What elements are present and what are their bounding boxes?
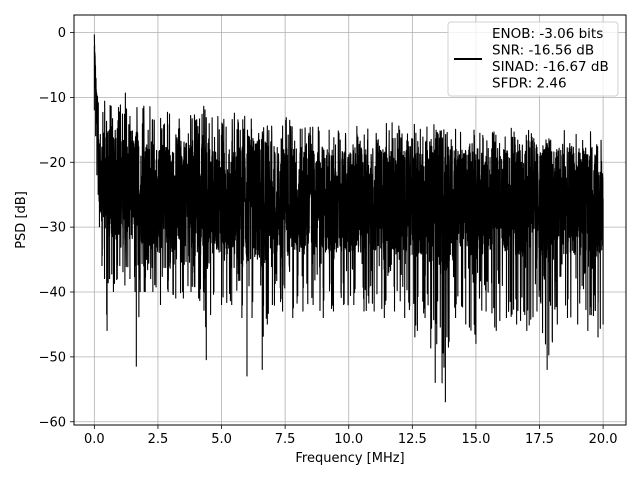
legend-box <box>447 21 619 97</box>
x-axis-ticks: 0.0 2.5 5.0 7.5 10.0 12.5 15.0 17.5 20.0 <box>84 425 618 447</box>
x-tick-label: 12.5 <box>398 432 427 447</box>
x-tick-label: 17.5 <box>525 432 554 447</box>
x-tick-label: 15.0 <box>461 432 490 447</box>
legend-entry-snr: SNR: -16.56 dB <box>492 43 594 59</box>
legend: ENOB: -3.06 bits SNR: -16.56 dB SINAD: -… <box>447 21 619 97</box>
x-tick-label: 20.0 <box>589 432 618 447</box>
legend-entry-sfdr: SFDR: 2.46 <box>492 76 567 92</box>
y-tick-label: −40 <box>39 286 66 301</box>
y-tick-label: −20 <box>39 156 66 171</box>
plot-area <box>93 34 604 403</box>
legend-entry-sinad: SINAD: -16.67 dB <box>492 59 609 75</box>
axes-frame <box>73 14 627 426</box>
x-tick-label: 5.0 <box>211 432 232 447</box>
y-tick-label: −30 <box>39 221 66 236</box>
y-tick-label: −10 <box>39 91 66 106</box>
x-axis-label: Frequency [MHz] <box>295 451 404 466</box>
y-axis-label: PSD [dB] <box>14 191 29 249</box>
y-tick-label: −60 <box>39 415 66 430</box>
y-tick-label: 0 <box>58 26 66 41</box>
y-tick-label: −50 <box>39 350 66 365</box>
legend-entry-enob: ENOB: -3.06 bits <box>492 26 603 42</box>
x-tick-label: 0.0 <box>84 432 105 447</box>
y-axis-ticks: 0 −10 −20 −30 −40 −50 −60 <box>39 26 74 430</box>
x-tick-label: 7.5 <box>275 432 296 447</box>
psd-series-line <box>93 34 604 403</box>
x-tick-label: 2.5 <box>148 432 169 447</box>
x-tick-label: 10.0 <box>334 432 363 447</box>
